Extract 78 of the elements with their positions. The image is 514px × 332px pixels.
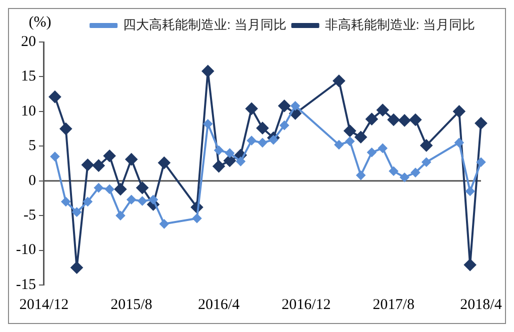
point (138, 196, 147, 206)
point (247, 136, 256, 146)
x-tick-label: 2015/8 (110, 296, 152, 313)
point (420, 139, 432, 152)
point (466, 186, 475, 196)
point (464, 258, 476, 271)
x-tick-label: 2016/4 (198, 296, 240, 313)
point (378, 144, 388, 153)
point (278, 100, 290, 112)
x-tick-label: 2016/12 (282, 296, 331, 313)
point (212, 160, 225, 172)
point (70, 262, 83, 274)
y-axis-title: (%) (28, 14, 52, 30)
y-tick-label: 0 (28, 172, 36, 189)
point (225, 148, 234, 158)
point (92, 160, 105, 172)
point (409, 114, 422, 126)
point (453, 105, 466, 118)
point (258, 138, 267, 148)
point (290, 101, 300, 110)
x-tick-label: 2017/8 (372, 296, 414, 313)
point (224, 154, 236, 167)
point (136, 182, 148, 194)
y-tick-label: -5 (23, 208, 36, 224)
point (400, 172, 410, 182)
point (48, 90, 61, 103)
point (82, 158, 94, 171)
point (389, 166, 398, 176)
point (268, 135, 278, 144)
point (203, 119, 212, 128)
point (192, 214, 202, 223)
point (366, 113, 378, 126)
point (61, 197, 70, 206)
point (256, 122, 268, 134)
point (160, 219, 169, 228)
point (410, 168, 420, 178)
point (398, 114, 411, 126)
point (94, 183, 104, 192)
point (114, 183, 126, 196)
point (345, 136, 354, 146)
y-tick-label: 20 (20, 34, 36, 50)
point (50, 152, 60, 162)
point (126, 195, 136, 204)
point (105, 184, 114, 194)
y-tick-label: 5 (28, 138, 36, 154)
point (476, 158, 486, 167)
point (422, 158, 431, 167)
point (367, 148, 376, 157)
point (60, 122, 72, 135)
point (72, 208, 82, 217)
point (214, 146, 224, 155)
point (454, 138, 464, 148)
point (344, 124, 356, 137)
point (332, 74, 345, 87)
legend-label: 非高耗能制造业: 当月同比 (324, 17, 476, 32)
point (356, 170, 366, 180)
point (354, 131, 367, 144)
point (388, 114, 400, 126)
point (376, 104, 389, 116)
x-tick-label: 2018/4 (460, 296, 502, 313)
point (280, 120, 289, 130)
point (104, 150, 116, 162)
point (246, 102, 258, 115)
point (83, 197, 92, 206)
point (148, 195, 158, 204)
point (158, 156, 170, 169)
y-tick-label: 10 (20, 103, 36, 120)
point (334, 140, 344, 150)
x-tick-label: 2014/12 (19, 296, 69, 313)
y-tick-label: -10 (16, 242, 36, 258)
y-tick-label: -15 (16, 276, 36, 293)
point (116, 211, 125, 220)
point (475, 117, 487, 130)
y-tick-label: 15 (20, 68, 36, 85)
point (236, 156, 246, 166)
point (125, 153, 138, 166)
point (202, 65, 214, 78)
legend-label: 四大高耗能制造业: 当月同比 (123, 17, 286, 32)
